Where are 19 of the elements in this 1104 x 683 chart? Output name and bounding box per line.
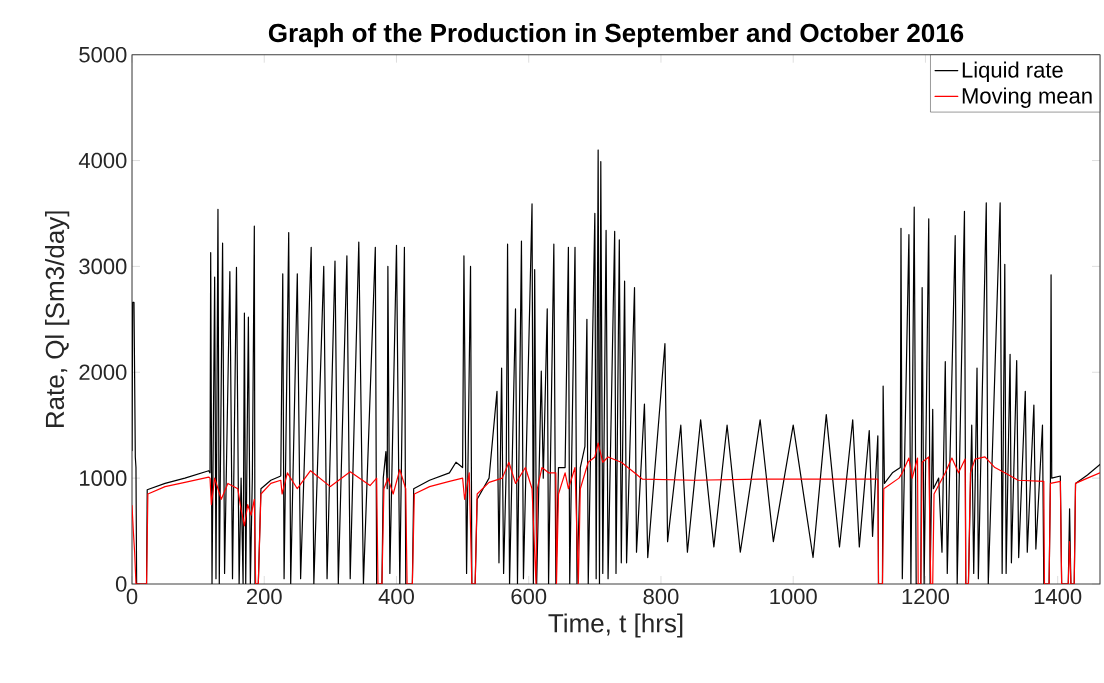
- y-tick-label: 0: [115, 576, 127, 592]
- x-tick-label: 1400: [1034, 588, 1082, 605]
- x-tick-label: 1000: [770, 588, 817, 605]
- chart-title: Graph of the Production in September and October 2016: [268, 23, 964, 48]
- x-tick-label: 0: [126, 588, 138, 605]
- x-tick-label: 1200: [902, 588, 950, 605]
- y-tick-label: 2000: [79, 364, 127, 381]
- x-tick-label: 400: [378, 588, 414, 605]
- y-tick-label: 5000: [79, 47, 127, 63]
- y-tick-label: 1000: [80, 470, 127, 487]
- x-axis-title: Time, t [hrs]: [548, 613, 683, 638]
- legend-label: Moving mean: [962, 87, 1092, 109]
- x-tick-label: 200: [247, 588, 282, 605]
- y-tick-label: 3000: [79, 258, 127, 275]
- x-tick-label: 800: [643, 588, 679, 605]
- legend-label: Liquid rate: [962, 61, 1063, 83]
- y-tick-label: 4000: [78, 152, 127, 169]
- x-tick-label: 600: [511, 588, 547, 605]
- y-axis-title: Rate, Ql [Sm3/day]: [45, 211, 70, 428]
